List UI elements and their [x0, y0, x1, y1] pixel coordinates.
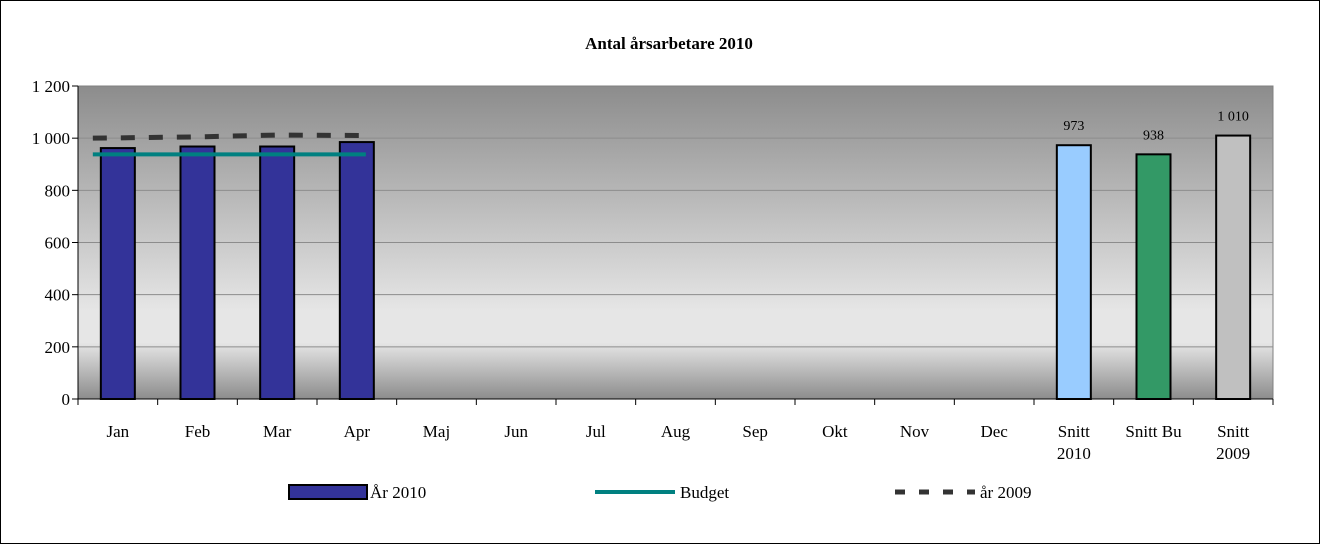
legend-label: år 2009 [980, 483, 1031, 502]
y-tick-label: 1 200 [32, 77, 70, 96]
chart-title: Antal årsarbetare 2010 [585, 34, 753, 53]
data-label: 938 [1143, 128, 1164, 143]
y-axis: 0 200 400 600 800 1 000 1 200 [32, 77, 79, 409]
data-label: 973 [1063, 119, 1084, 134]
x-tick-label: Apr [344, 422, 371, 441]
legend-label: Budget [680, 483, 729, 502]
y-tick-label: 200 [45, 338, 71, 357]
x-tick-label: Jun [504, 422, 528, 441]
x-tick-label: Maj [423, 422, 450, 441]
data-labels: 973 938 1 010 [1063, 110, 1249, 144]
legend-label: År 2010 [370, 483, 426, 502]
x-axis: Jan Feb Mar Apr Maj Jun Jul Aug Sep Okt Nov Dec Snit… [77, 398, 1274, 463]
x-tick-label: Snitt [1217, 422, 1249, 441]
x-tick-label: Nov [900, 422, 930, 441]
bars [99, 134, 1252, 401]
bar [99, 147, 136, 400]
series-line-2009 [92, 132, 366, 141]
x-tick-label: Sep [742, 422, 768, 441]
legend: År 2010 Budget år 2009 [288, 483, 1031, 502]
bar [338, 141, 375, 400]
x-tick-label: 2010 [1057, 444, 1091, 463]
x-tick-label: Jul [586, 422, 606, 441]
series-lines [92, 132, 366, 157]
y-tick-label: 600 [45, 234, 71, 253]
summary-bar [1055, 144, 1092, 400]
x-tick-label: Dec [980, 422, 1008, 441]
x-tick-label: Mar [263, 422, 292, 441]
legend-swatch [288, 484, 368, 500]
bar [179, 145, 216, 400]
y-tick-label: 1 000 [32, 129, 70, 148]
x-tick-label: Snitt Bu [1125, 422, 1182, 441]
x-tick-label: Okt [822, 422, 848, 441]
x-tick-label: Snitt [1058, 422, 1090, 441]
x-tick-label: Feb [185, 422, 211, 441]
x-tick-label: Jan [106, 422, 129, 441]
bar [259, 145, 296, 400]
summary-bar [1215, 134, 1252, 401]
data-label: 1 010 [1217, 110, 1249, 125]
y-tick-label: 800 [45, 181, 71, 200]
summary-bar [1135, 153, 1172, 400]
y-tick-label: 400 [45, 286, 71, 305]
y-tick-label: 0 [62, 390, 71, 409]
x-tick-label: Aug [661, 422, 691, 441]
x-tick-label: 2009 [1216, 444, 1250, 463]
